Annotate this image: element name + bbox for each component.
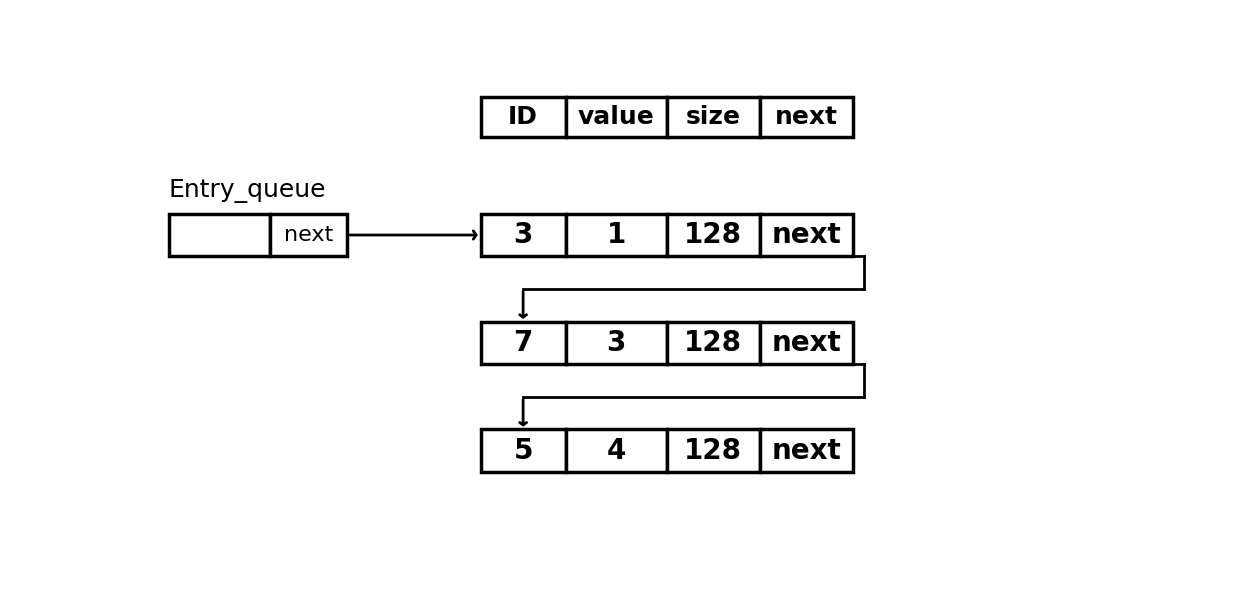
Text: ID: ID bbox=[508, 105, 538, 129]
Text: 128: 128 bbox=[684, 329, 742, 357]
Text: 7: 7 bbox=[513, 329, 533, 357]
Text: value: value bbox=[578, 105, 655, 129]
Text: 1: 1 bbox=[606, 221, 626, 249]
Bar bbox=[667, 97, 759, 137]
Bar bbox=[481, 322, 565, 364]
Bar bbox=[169, 214, 270, 256]
Bar bbox=[481, 97, 565, 137]
Bar bbox=[565, 214, 667, 256]
Bar bbox=[481, 430, 565, 472]
Text: 5: 5 bbox=[513, 437, 533, 465]
Bar bbox=[565, 97, 667, 137]
Text: 128: 128 bbox=[684, 437, 742, 465]
Bar bbox=[667, 214, 759, 256]
Text: size: size bbox=[686, 105, 740, 129]
Bar bbox=[481, 214, 565, 256]
Bar bbox=[565, 322, 667, 364]
Text: 128: 128 bbox=[684, 221, 742, 249]
Bar bbox=[759, 322, 853, 364]
Text: 3: 3 bbox=[513, 221, 533, 249]
Bar bbox=[759, 97, 853, 137]
Bar bbox=[759, 430, 853, 472]
Text: 3: 3 bbox=[606, 329, 626, 357]
Bar bbox=[759, 214, 853, 256]
Text: next: next bbox=[771, 437, 841, 465]
Text: next: next bbox=[775, 105, 837, 129]
Text: next: next bbox=[284, 225, 334, 245]
Bar bbox=[565, 430, 667, 472]
Text: 4: 4 bbox=[606, 437, 626, 465]
Text: next: next bbox=[771, 221, 841, 249]
Bar bbox=[667, 322, 759, 364]
Text: Entry_queue: Entry_queue bbox=[169, 178, 326, 203]
Bar bbox=[270, 214, 347, 256]
Text: next: next bbox=[771, 329, 841, 357]
Bar bbox=[667, 430, 759, 472]
